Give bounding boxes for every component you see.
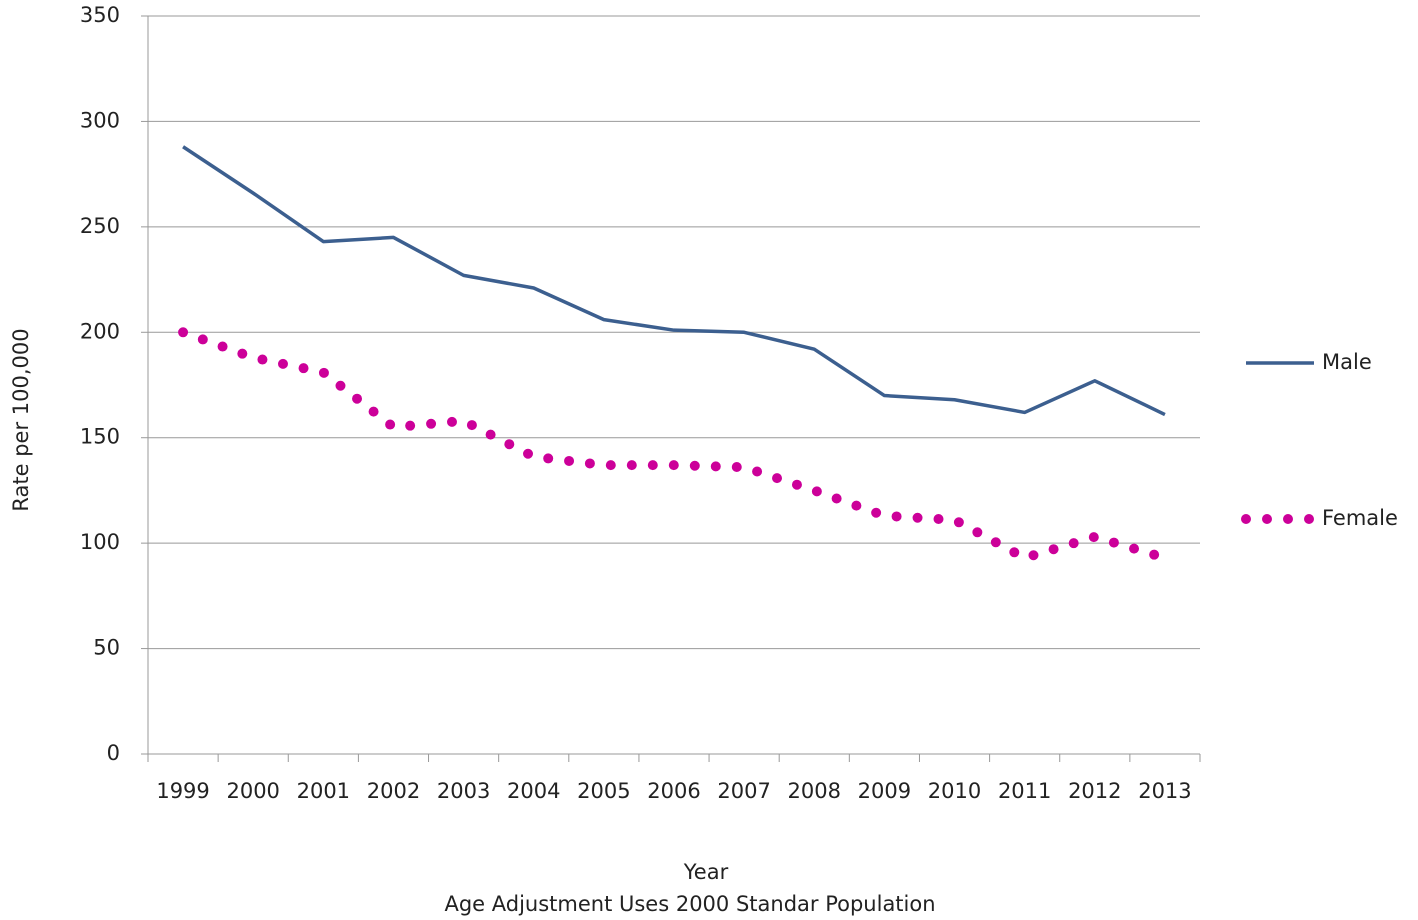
x-axis-label: Year xyxy=(683,860,729,884)
x-tick-label: 2010 xyxy=(928,779,981,803)
x-tick-label: 1999 xyxy=(156,779,209,803)
x-tick-label: 2009 xyxy=(858,779,911,803)
y-tick-label: 250 xyxy=(80,214,120,238)
x-tick-label: 2000 xyxy=(226,779,279,803)
x-tick-label: 2002 xyxy=(367,779,420,803)
x-tick-label: 2006 xyxy=(647,779,700,803)
y-tick-label: 50 xyxy=(93,636,120,660)
y-axis-label: Rate per 100,000 xyxy=(9,328,33,511)
y-tick-label: 150 xyxy=(80,425,120,449)
legend-label: Female xyxy=(1322,506,1398,530)
y-tick-label: 200 xyxy=(80,319,120,343)
x-tick-label: 2013 xyxy=(1138,779,1191,803)
subtitle: Age Adjustment Uses 2000 Standar Populat… xyxy=(444,892,935,916)
x-tick-label: 2008 xyxy=(788,779,841,803)
x-tick-label: 2011 xyxy=(998,779,1051,803)
series-line xyxy=(178,327,1170,564)
x-tick-label: 2012 xyxy=(1068,779,1121,803)
y-tick-label: 100 xyxy=(80,530,120,554)
y-tick-label: 300 xyxy=(80,108,120,132)
x-tick-label: 2004 xyxy=(507,779,560,803)
series-line xyxy=(182,145,1166,417)
x-tick-label: 2007 xyxy=(717,779,770,803)
legend-label: Male xyxy=(1322,350,1372,374)
x-tick-label: 2005 xyxy=(577,779,630,803)
x-tick-label: 2003 xyxy=(437,779,490,803)
x-tick-label: 2001 xyxy=(297,779,350,803)
y-tick-label: 0 xyxy=(107,741,120,765)
y-tick-label: 350 xyxy=(80,3,120,27)
